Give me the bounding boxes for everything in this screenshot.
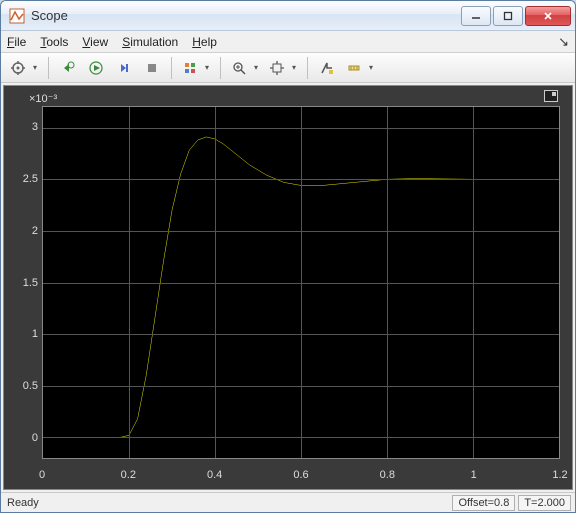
undock-icon[interactable]: ↘	[558, 34, 569, 50]
menu-help[interactable]: Help	[192, 35, 217, 49]
x-tick-label: 0.6	[293, 469, 308, 481]
y-tick-label: 0.5	[8, 380, 38, 392]
menu-view[interactable]: View	[82, 35, 108, 49]
config-button[interactable]	[7, 56, 41, 80]
menu-file[interactable]: File	[7, 35, 26, 49]
menu-tools[interactable]: Tools	[40, 35, 68, 49]
gridline-h	[43, 437, 559, 438]
plot-area[interactable]: ×10⁻³ 0 0.2 0.4 0.6 0.8 1 1.2 0 0.5 1 1.5 2 2.5 3	[3, 85, 573, 490]
axes	[42, 106, 560, 459]
titlebar[interactable]: Scope	[1, 1, 575, 31]
stop-button[interactable]	[140, 56, 164, 80]
measure-button[interactable]	[343, 56, 377, 80]
gridline-h	[43, 179, 559, 180]
menu-simulation[interactable]: Simulation	[122, 35, 178, 49]
y-tick-label: 1	[8, 328, 38, 340]
autoscale-button[interactable]	[266, 56, 300, 80]
y-tick-label: 1.5	[8, 277, 38, 289]
step-back-button[interactable]	[56, 56, 80, 80]
y-tick-label: 0	[8, 432, 38, 444]
x-tick-label: 0	[39, 469, 45, 481]
gridline-h	[43, 386, 559, 387]
plot-legend-icon[interactable]	[544, 90, 558, 102]
menubar: File Tools View Simulation Help ↘	[1, 31, 575, 53]
x-tick-label: 1	[471, 469, 477, 481]
status-offset: Offset=0.8	[452, 495, 515, 511]
run-button[interactable]	[84, 56, 108, 80]
scope-window: Scope File Tools View Simulation Help ↘ …	[0, 0, 576, 513]
zoom-button[interactable]	[228, 56, 262, 80]
y-tick-label: 2.5	[8, 173, 38, 185]
y-exponent-label: ×10⁻³	[29, 92, 57, 105]
gridline-h	[43, 334, 559, 335]
gridline-h	[43, 231, 559, 232]
close-button[interactable]	[525, 6, 571, 26]
y-tick-label: 3	[8, 121, 38, 133]
app-icon	[9, 8, 25, 24]
toolbar	[1, 53, 575, 83]
gridline-h	[43, 283, 559, 284]
x-tick-label: 0.2	[121, 469, 136, 481]
statusbar: Ready Offset=0.8 T=2.000	[1, 492, 575, 512]
status-ready: Ready	[5, 497, 449, 509]
status-time: T=2.000	[518, 495, 571, 511]
triggers-button[interactable]	[179, 56, 213, 80]
step-forward-button[interactable]	[112, 56, 136, 80]
minimize-button[interactable]	[461, 6, 491, 26]
window-controls	[459, 6, 571, 26]
gridline-h	[43, 128, 559, 129]
cursor-button[interactable]	[315, 56, 339, 80]
y-tick-label: 2	[8, 225, 38, 237]
maximize-button[interactable]	[493, 6, 523, 26]
x-tick-label: 0.8	[380, 469, 395, 481]
x-tick-label: 0.4	[207, 469, 222, 481]
window-title: Scope	[31, 8, 459, 23]
x-tick-label: 1.2	[552, 469, 567, 481]
